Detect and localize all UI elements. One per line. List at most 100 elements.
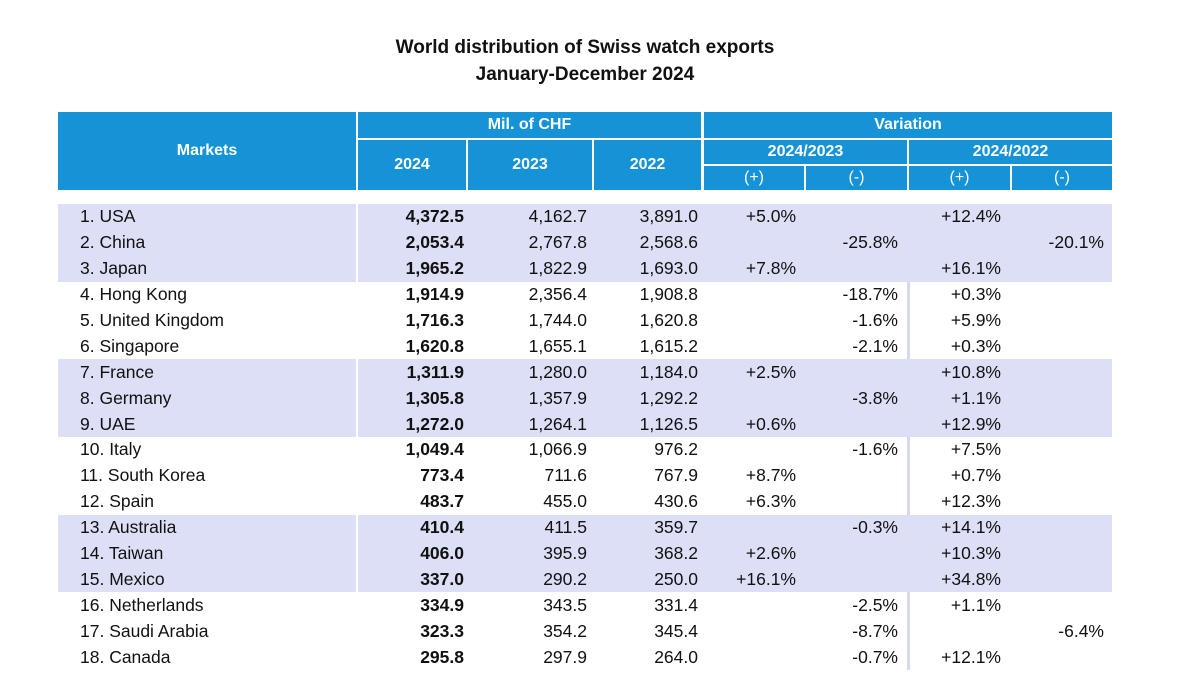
var-2024-2022-plus	[909, 618, 1001, 644]
value-2023: 1,357.9	[528, 387, 587, 408]
var-2024-2023-minus	[806, 204, 898, 230]
table-row: 4. Hong Kong 1,914.9 2,356.4 1,908.8 -18.7% +…	[58, 281, 1112, 308]
market-name: 8. Germany	[80, 387, 172, 408]
table-row: 7. France 1,311.9 1,280.0 1,184.0 +2.5% +10.8…	[58, 359, 1112, 386]
var-2024-2023-plus	[704, 592, 796, 618]
value-2024: 406.0	[420, 543, 464, 564]
value-2022: 1,620.8	[639, 310, 698, 330]
market-name: 4. Hong Kong	[80, 284, 188, 305]
var-2024-2023-minus: -0.7%	[852, 646, 898, 667]
value-2023: 395.9	[543, 543, 587, 564]
var-2024-2023-plus	[704, 333, 796, 359]
var-2024-2023-minus	[806, 411, 898, 437]
value-2022: 345.4	[654, 620, 698, 641]
value-2023: 2,356.4	[528, 284, 587, 305]
value-2023: 297.9	[543, 646, 587, 667]
var-2024-2023-plus	[704, 282, 796, 308]
var-2024-2022-minus	[1012, 359, 1104, 385]
market-name: 15. Mexico	[80, 568, 165, 589]
value-2023: 1,066.9	[528, 439, 587, 460]
var-2024-2023-plus	[704, 644, 796, 670]
table-row: 5. United Kingdom 1,716.3 1,744.0 1,620.8 -1…	[58, 307, 1112, 334]
var-2024-2022-minus	[1012, 644, 1104, 670]
var-2024-2023-minus	[806, 489, 898, 515]
market-name: 13. Australia	[80, 517, 177, 538]
table-row: 12. Spain 483.7 455.0 430.6 +6.3% +12.3%	[58, 488, 1112, 515]
var-2024-2023-plus: +7.8%	[745, 258, 796, 279]
var-2024-2022-plus: +5.9%	[950, 310, 1001, 330]
column-divider	[356, 204, 358, 680]
row-separator	[907, 333, 910, 360]
row-separator	[907, 307, 910, 334]
value-2022: 1,693.0	[639, 258, 698, 279]
value-2024: 334.9	[420, 594, 464, 615]
variation-header: Variation	[704, 112, 1112, 138]
var-2024-2023-plus	[704, 230, 796, 256]
var-2024-2022-minus	[1012, 437, 1104, 463]
row-separator	[907, 644, 910, 671]
value-2024: 295.8	[420, 646, 464, 667]
var-2024-2022-minus	[1012, 308, 1104, 334]
market-name: 6. Singapore	[80, 335, 180, 356]
var23-minus-header: (-)	[806, 166, 907, 190]
market-name: 9. UAE	[80, 413, 136, 434]
value-2024: 1,049.4	[405, 439, 464, 460]
var23-plus-header: (+)	[704, 166, 804, 190]
value-2023: 1,822.9	[528, 258, 587, 279]
market-name: 2. China	[80, 232, 146, 253]
var-2024-2022-plus: +0.3%	[950, 284, 1001, 305]
table-row: 15. Mexico 337.0 290.2 250.0 +16.1% +34.8%	[58, 566, 1112, 593]
var-2024-2022-plus: +1.1%	[950, 387, 1001, 408]
value-2024: 1,305.8	[405, 387, 464, 408]
var-2024-2023-plus: +2.6%	[745, 543, 796, 564]
var-2024-2022-minus	[1012, 463, 1104, 489]
var-2024-2023-minus	[806, 566, 898, 592]
row-separator	[907, 488, 910, 515]
var-2024-2023-plus	[704, 385, 796, 411]
value-2022: 1,615.2	[639, 335, 698, 356]
var-2024-2022-plus: +10.8%	[941, 361, 1001, 382]
row-separator	[907, 592, 910, 619]
var-2024-2022-plus: +14.1%	[941, 517, 1001, 538]
table-body: 1. USA 4,372.5 4,162.7 3,891.0 +5.0% +12.4% 2.…	[58, 204, 1112, 671]
value-2024: 4,372.5	[405, 206, 464, 227]
var-2024-2022-plus: +12.3%	[941, 491, 1001, 512]
value-2022: 1,292.2	[639, 387, 698, 408]
var-2024-2023-minus	[806, 541, 898, 567]
table-header: Markets Mil. of CHF Variation 2024 2023 …	[58, 112, 1112, 190]
period-2024-2022-header: 2024/2022	[909, 140, 1112, 164]
var-2024-2022-plus: +0.7%	[950, 465, 1001, 486]
var-2024-2023-minus: -3.8%	[852, 387, 898, 408]
var-2024-2023-plus: +8.7%	[745, 465, 796, 486]
var-2024-2023-plus	[704, 515, 796, 541]
value-2024: 1,620.8	[405, 335, 464, 356]
value-2024: 323.3	[420, 620, 464, 641]
value-2023: 1,280.0	[528, 361, 587, 382]
var-2024-2022-plus: +10.3%	[941, 543, 1001, 564]
value-2023: 411.5	[544, 517, 588, 538]
table-row: 11. South Korea 773.4 711.6 767.9 +8.7% +0.7%	[58, 462, 1112, 489]
value-2022: 976.2	[654, 439, 698, 460]
var-2024-2023-minus: -1.6%	[852, 439, 898, 460]
var-2024-2022-plus: +1.1%	[950, 594, 1001, 615]
market-name: 1. USA	[80, 206, 136, 227]
var-2024-2023-minus: -25.8%	[842, 232, 898, 253]
market-name: 7. France	[80, 361, 154, 382]
value-2024: 1,272.0	[405, 413, 464, 434]
market-name: 12. Spain	[80, 491, 154, 512]
value-2022: 250.0	[654, 568, 698, 589]
var-2024-2023-minus: -1.6%	[852, 310, 898, 330]
var-2024-2022-plus: +12.9%	[941, 413, 1001, 434]
value-2023: 455.0	[543, 491, 587, 512]
var22-plus-header: (+)	[909, 166, 1010, 190]
value-2022: 264.0	[654, 646, 698, 667]
value-2022: 368.2	[654, 543, 698, 564]
market-name: 5. United Kingdom	[80, 310, 224, 330]
value-2023: 1,744.0	[528, 310, 587, 330]
var-2024-2022-minus	[1012, 592, 1104, 618]
value-2022: 3,891.0	[639, 206, 698, 227]
var-2024-2022-minus	[1012, 282, 1104, 308]
period-2024-2023-header: 2024/2023	[704, 140, 907, 164]
table-row: 10. Italy 1,049.4 1,066.9 976.2 -1.6% +7.5%	[58, 437, 1112, 463]
value-2024: 773.4	[420, 465, 464, 486]
